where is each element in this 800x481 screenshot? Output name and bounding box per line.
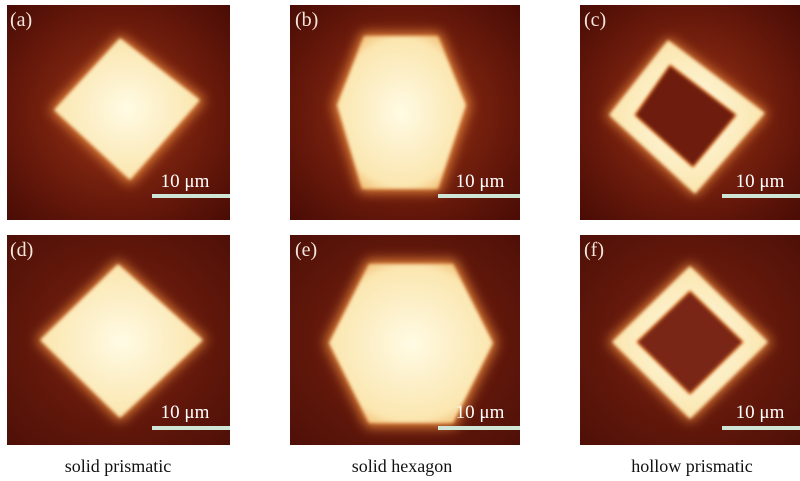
scale-label: 10 μm: [736, 171, 785, 192]
scale-bar: [152, 426, 230, 430]
caption: hollow prismatic: [631, 456, 752, 476]
scale-label: 10 μm: [161, 171, 210, 192]
scale-label: 10 μm: [736, 402, 785, 423]
panel-label: (c): [584, 9, 606, 31]
caption: solid prismatic: [65, 456, 172, 476]
panel-label: (b): [295, 9, 318, 31]
panel-label: (d): [10, 239, 33, 261]
caption: solid hexagon: [352, 456, 453, 476]
scale-bar: [152, 194, 230, 198]
scale-bar: [438, 426, 520, 430]
scale-bar: [722, 426, 800, 430]
panel-label: (e): [295, 239, 317, 261]
scale-bar: [722, 194, 800, 198]
scale-label: 10 μm: [161, 402, 210, 423]
scale-bar: [438, 194, 520, 198]
panel-label: (a): [10, 9, 32, 31]
figure: 10 μm 10 μm 10 μm 10 μm 10 μm 10 μm (a) …: [0, 0, 800, 481]
scale-label: 10 μm: [456, 402, 505, 423]
panel-label: (f): [584, 239, 604, 261]
scale-label: 10 μm: [456, 171, 505, 192]
